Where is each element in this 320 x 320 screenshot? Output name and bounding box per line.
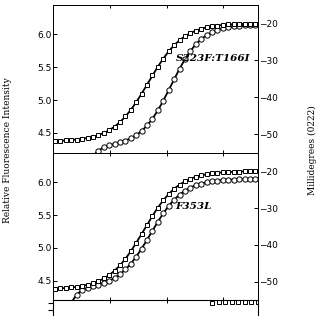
Text: Millidegrees (0222): Millidegrees (0222) <box>308 106 316 195</box>
Text: S223F:T166I: S223F:T166I <box>176 54 250 63</box>
Text: Relative Fluorescence Intensity: Relative Fluorescence Intensity <box>3 77 12 223</box>
Text: F353L: F353L <box>176 202 212 211</box>
